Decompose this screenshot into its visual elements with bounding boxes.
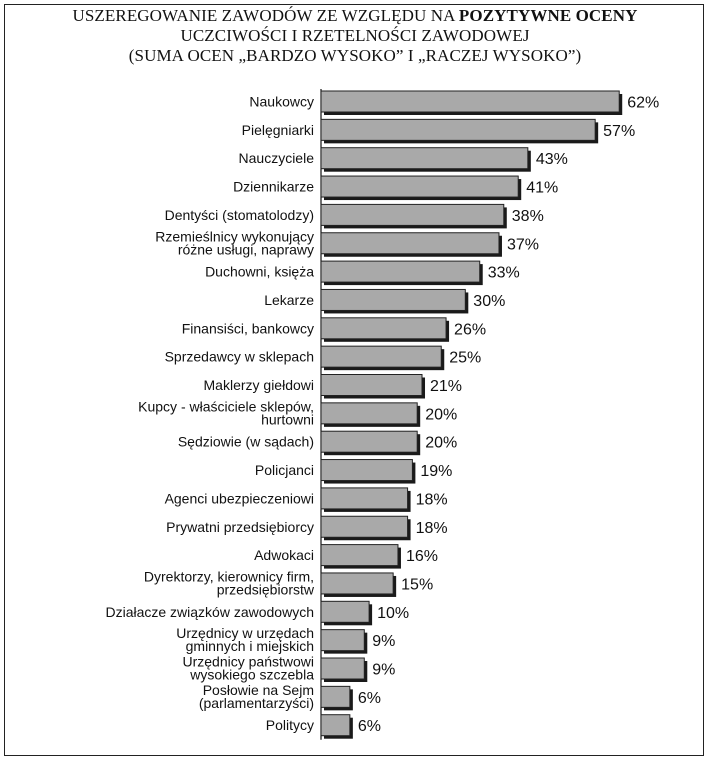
bar (320, 459, 413, 482)
category-label: Adwokaci (254, 547, 314, 563)
category-label: Policjanci (255, 462, 314, 478)
category-label: Pielęgniarki (242, 122, 314, 138)
title-line-1: USZEREGOWANIE ZAWODÓW ZE WZGLĘDU NA POZY… (0, 6, 710, 26)
bar (320, 657, 365, 680)
bar (320, 515, 409, 538)
data-label: 9% (372, 662, 395, 679)
category-label: różne usługi, naprawy (178, 241, 314, 257)
category-label: (parlamentarzyści) (199, 695, 314, 711)
category-label: hurtowni (261, 411, 314, 427)
category-label: Działacze związków zawodowych (105, 604, 314, 620)
data-label: 20% (425, 406, 457, 423)
category-label: Rzemieślnicy wykonujący (155, 228, 314, 244)
bar (320, 90, 620, 113)
category-label: Dziennikarze (233, 179, 314, 195)
title-line-1-bold: POZYTYWNE OCENY (458, 6, 638, 25)
category-label: Dyrektorzy, kierownicy firm, (144, 568, 314, 584)
data-label: 6% (358, 690, 381, 707)
category-label: Lekarze (264, 292, 314, 308)
data-label: 18% (416, 520, 448, 537)
category-label: Duchowni, księża (205, 264, 314, 280)
bar (320, 374, 423, 396)
data-label: 38% (512, 208, 544, 225)
category-label: wysokiego szczebla (189, 667, 314, 683)
bar (320, 147, 529, 170)
category-label: Maklerzy giełdowi (204, 377, 314, 393)
data-label: 25% (449, 350, 481, 367)
category-label: Posłowie na Sejm (203, 682, 314, 698)
data-label: 15% (401, 576, 433, 593)
title-line-1-text: USZEREGOWANIE ZAWODÓW ZE WZGLĘDU NA (72, 6, 459, 25)
data-label: 19% (420, 463, 452, 480)
category-label: Urzędnicy państwowi (183, 654, 315, 670)
data-label: 26% (454, 321, 486, 338)
category-label: gminnych i miejskich (186, 638, 314, 654)
category-label: Kupcy - właściciele sklepów, (138, 398, 314, 414)
data-label: 62% (627, 95, 659, 112)
bar (320, 402, 418, 425)
data-label: 18% (416, 491, 448, 508)
category-label: Agenci ubezpieczeniowi (165, 490, 314, 506)
bar (320, 345, 442, 368)
category-label: Sprzedawcy w sklepach (165, 349, 314, 365)
title-line-2: UCZCIWOŚCI I RZETELNOŚCI ZAWODOWEJ (180, 26, 530, 45)
category-label: Nauczyciele (239, 150, 315, 166)
data-label: 37% (507, 236, 539, 253)
bar (320, 203, 505, 226)
data-label: 16% (406, 548, 438, 565)
bar (320, 118, 596, 141)
category-label: Prywatni przedsiębiorcy (166, 519, 314, 535)
bar (320, 629, 365, 652)
bar (320, 600, 370, 623)
bar (320, 317, 447, 340)
category-label: Naukowcy (249, 94, 314, 110)
data-label: 10% (377, 605, 409, 622)
data-label: 20% (425, 435, 457, 452)
category-label: Dentyści (stomatolodzy) (165, 207, 314, 223)
bar (320, 260, 481, 283)
data-label: 57% (603, 123, 635, 140)
category-label: Sędziowie (w sądach) (178, 434, 314, 450)
data-label: 21% (430, 378, 462, 395)
bar (320, 544, 399, 567)
bar (320, 572, 394, 595)
category-label: Finansiści, bankowcy (182, 320, 314, 336)
bar (320, 430, 418, 453)
data-label: 9% (372, 633, 395, 650)
data-label: 33% (488, 265, 520, 282)
bar (320, 288, 466, 311)
data-label: 6% (358, 718, 381, 735)
bar (320, 232, 500, 255)
data-label: 41% (526, 180, 558, 197)
bar (320, 714, 351, 737)
chart-title: USZEREGOWANIE ZAWODÓW ZE WZGLĘDU NA POZY… (0, 6, 710, 66)
data-label: 43% (536, 151, 568, 168)
bar (320, 487, 409, 510)
bar (320, 685, 351, 708)
bar (320, 175, 519, 198)
category-label: Urzędnicy w urzędach (176, 625, 314, 641)
data-label: 30% (473, 293, 505, 310)
title-line-3: (SUMA OCEN „BARDZO WYSOKO” I „RACZEJ WYS… (128, 46, 582, 65)
category-label: przedsiębiorstw (217, 581, 315, 597)
category-label: Politycy (266, 717, 314, 733)
